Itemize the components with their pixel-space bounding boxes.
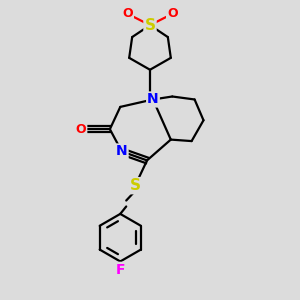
Text: F: F	[116, 263, 125, 277]
Text: N: N	[147, 92, 159, 106]
Text: N: N	[116, 145, 128, 158]
Text: O: O	[122, 8, 133, 20]
Text: O: O	[76, 123, 86, 136]
Text: O: O	[167, 8, 178, 20]
Text: S: S	[145, 18, 155, 33]
Text: S: S	[130, 178, 141, 193]
